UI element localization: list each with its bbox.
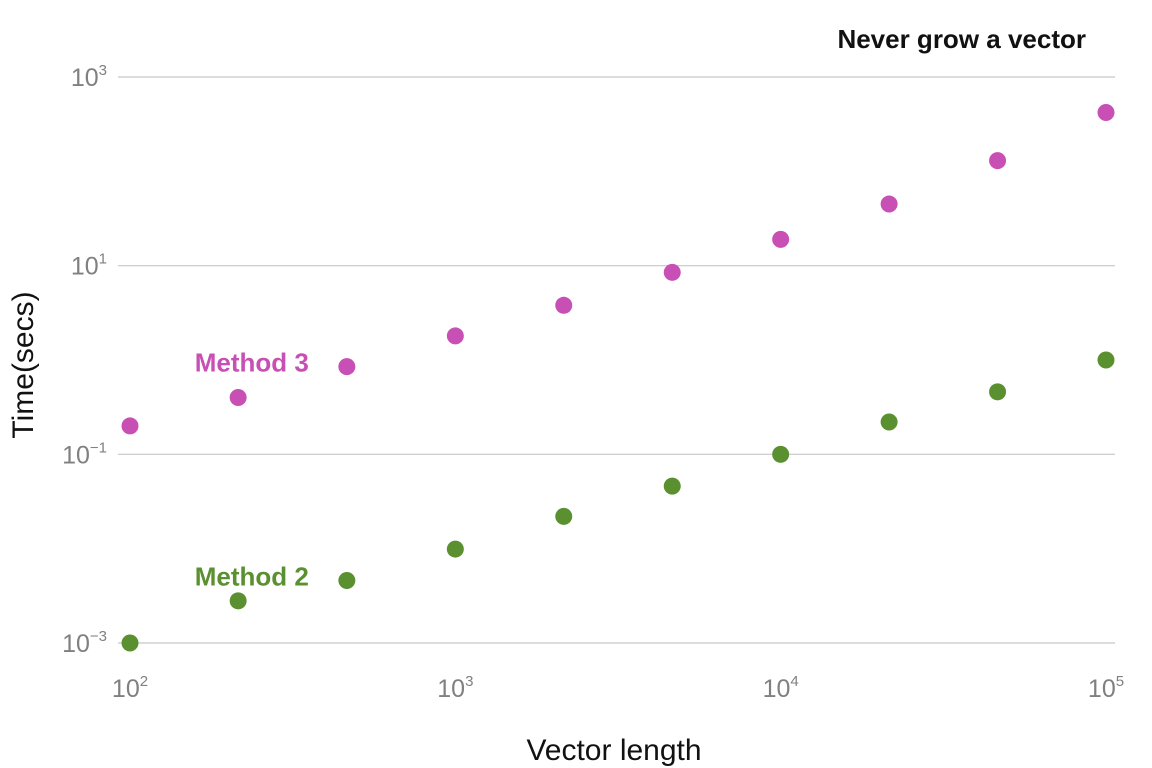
series-label-method-2: Method 2 xyxy=(195,561,309,591)
point-method-3 xyxy=(663,263,681,281)
y-tick-label: 101 xyxy=(71,251,107,281)
point-method-3 xyxy=(772,230,790,248)
point-method-3 xyxy=(989,152,1007,170)
x-tick-label: 105 xyxy=(1088,673,1124,703)
point-method-3 xyxy=(229,389,247,407)
chart-title: Never grow a vector xyxy=(837,24,1086,54)
y-axis-ticks: 103 101 10−1 10−3 xyxy=(62,62,107,658)
x-tick-label: 103 xyxy=(437,673,473,703)
point-method-2 xyxy=(338,571,356,589)
point-method-3 xyxy=(555,296,573,314)
x-axis-ticks: 102 103 104 105 xyxy=(112,673,1124,703)
point-method-2 xyxy=(772,445,790,463)
point-method-3 xyxy=(1097,104,1115,122)
point-method-2 xyxy=(663,477,681,495)
point-method-2 xyxy=(1097,351,1115,369)
y-axis-title: Time(secs) xyxy=(7,291,40,438)
point-method-3 xyxy=(338,358,356,376)
y-tick-label: 103 xyxy=(71,62,107,92)
point-method-2 xyxy=(229,592,247,610)
point-method-2 xyxy=(121,634,139,652)
point-method-3 xyxy=(880,195,898,213)
gridlines xyxy=(118,76,1115,644)
data-points xyxy=(121,104,1115,652)
y-tick-label: 10−1 xyxy=(62,439,107,469)
point-method-2 xyxy=(989,383,1007,401)
x-axis-title: Vector length xyxy=(526,734,701,767)
point-method-2 xyxy=(880,413,898,431)
point-method-3 xyxy=(446,327,464,345)
point-method-2 xyxy=(555,507,573,525)
x-tick-label: 102 xyxy=(112,673,148,703)
x-tick-label: 104 xyxy=(763,673,799,703)
series-labels: Method 3 Method 2 xyxy=(195,348,309,592)
point-method-2 xyxy=(446,540,464,558)
y-tick-label: 10−3 xyxy=(62,628,107,658)
series-label-method-3: Method 3 xyxy=(195,348,309,378)
point-method-3 xyxy=(121,417,139,435)
